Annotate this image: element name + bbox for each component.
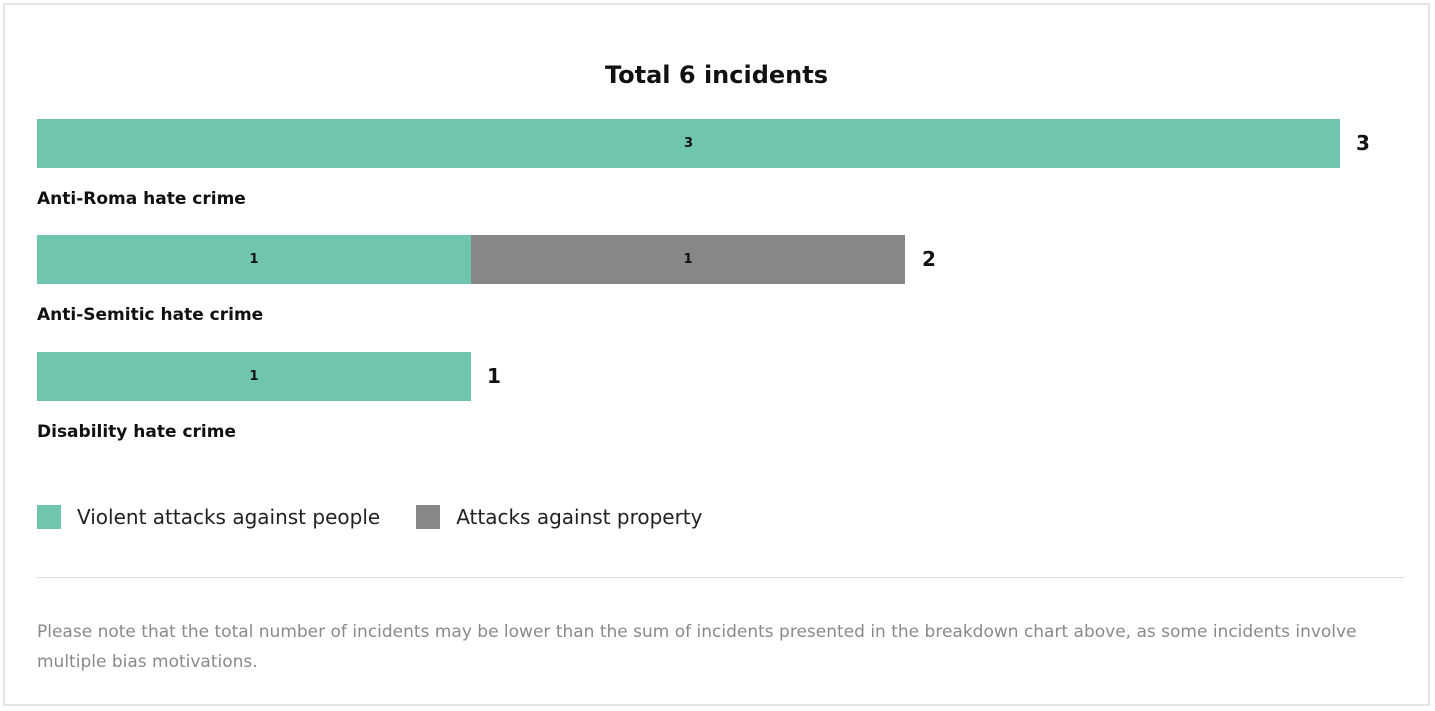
chart-legend: Violent attacks against people Attacks ag… bbox=[37, 502, 739, 532]
bar-segment: 1 bbox=[37, 235, 471, 284]
legend-label: Attacks against property bbox=[456, 505, 703, 529]
category-label: Anti-Semitic hate crime bbox=[37, 305, 264, 325]
legend-label: Violent attacks against people bbox=[77, 505, 381, 529]
bar-total-label: 3 bbox=[1356, 131, 1370, 155]
category-label: Anti-Roma hate crime bbox=[37, 189, 246, 209]
legend-item: Attacks against property bbox=[416, 505, 703, 529]
chart-title: Total 6 incidents bbox=[604, 61, 829, 89]
divider bbox=[37, 577, 1404, 578]
chart-card: Total 6 incidents 3 3 Anti-Roma hate crime… bbox=[3, 3, 1430, 706]
bar-total-label: 1 bbox=[487, 364, 501, 388]
footnote: Please note that the total number of inc… bbox=[37, 622, 1357, 672]
bar-total-label: 2 bbox=[922, 247, 936, 271]
category-label: Disability hate crime bbox=[37, 422, 236, 442]
bar-segment: 1 bbox=[37, 352, 471, 401]
legend-item: Violent attacks against people bbox=[37, 505, 380, 529]
legend-swatch bbox=[416, 505, 441, 529]
legend-swatch bbox=[37, 505, 61, 529]
bar-segment: 1 bbox=[471, 235, 905, 284]
bar-segment: 3 bbox=[37, 119, 1340, 168]
